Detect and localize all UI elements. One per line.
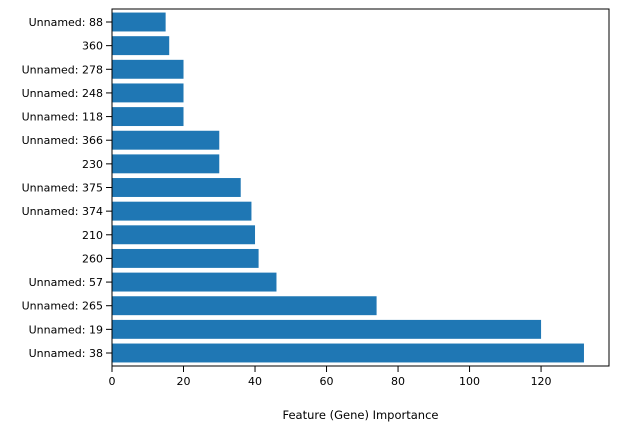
x-tick-label: 60 — [320, 375, 334, 388]
bar — [112, 178, 241, 197]
x-axis-label: Feature (Gene) Importance — [283, 408, 439, 422]
bar — [112, 319, 542, 339]
y-tick-label: 260 — [82, 252, 103, 265]
y-tick-label: Unnamed: 375 — [22, 182, 103, 195]
bar — [112, 225, 256, 245]
y-tick-label: Unnamed: 19 — [29, 323, 103, 336]
y-tick-label: Unnamed: 248 — [22, 87, 103, 100]
y-tick-label: Unnamed: 366 — [22, 134, 103, 147]
x-tick-label: 0 — [109, 375, 116, 388]
y-tick-label: Unnamed: 118 — [22, 111, 103, 124]
x-tick-label: 40 — [248, 375, 262, 388]
bar — [112, 272, 277, 292]
y-tick-label: Unnamed: 88 — [29, 16, 103, 29]
x-tick-label: 120 — [531, 375, 552, 388]
y-tick-label: 360 — [82, 40, 103, 53]
y-tick-label: Unnamed: 57 — [29, 276, 103, 289]
x-tick-label: 20 — [177, 375, 191, 388]
bar — [112, 59, 184, 79]
y-axis-ticks: Unnamed: 38 Unnamed: 19 Unnamed: 265 Unname… — [22, 16, 112, 360]
bar — [112, 343, 584, 363]
bar — [112, 107, 184, 127]
y-tick-label: Unnamed: 38 — [29, 347, 103, 360]
bar — [112, 36, 170, 56]
bar — [112, 248, 259, 268]
bar — [112, 130, 220, 150]
y-tick-label: 230 — [82, 158, 103, 171]
plot-frame — [111, 8, 610, 367]
bar — [112, 12, 166, 32]
bar — [112, 296, 377, 316]
y-tick-label: Unnamed: 374 — [22, 205, 103, 218]
x-tick-label: 100 — [459, 375, 480, 388]
y-tick-label: 210 — [82, 229, 103, 242]
y-tick-label: Unnamed: 278 — [22, 63, 103, 76]
bar — [112, 201, 252, 221]
bars-group — [112, 12, 584, 363]
x-axis-ticks: 0 20 40 60 80 100 120 — [109, 366, 552, 388]
bar — [112, 83, 184, 103]
x-tick-label: 80 — [391, 375, 405, 388]
y-tick-label: Unnamed: 265 — [22, 300, 103, 313]
bar — [112, 154, 220, 174]
